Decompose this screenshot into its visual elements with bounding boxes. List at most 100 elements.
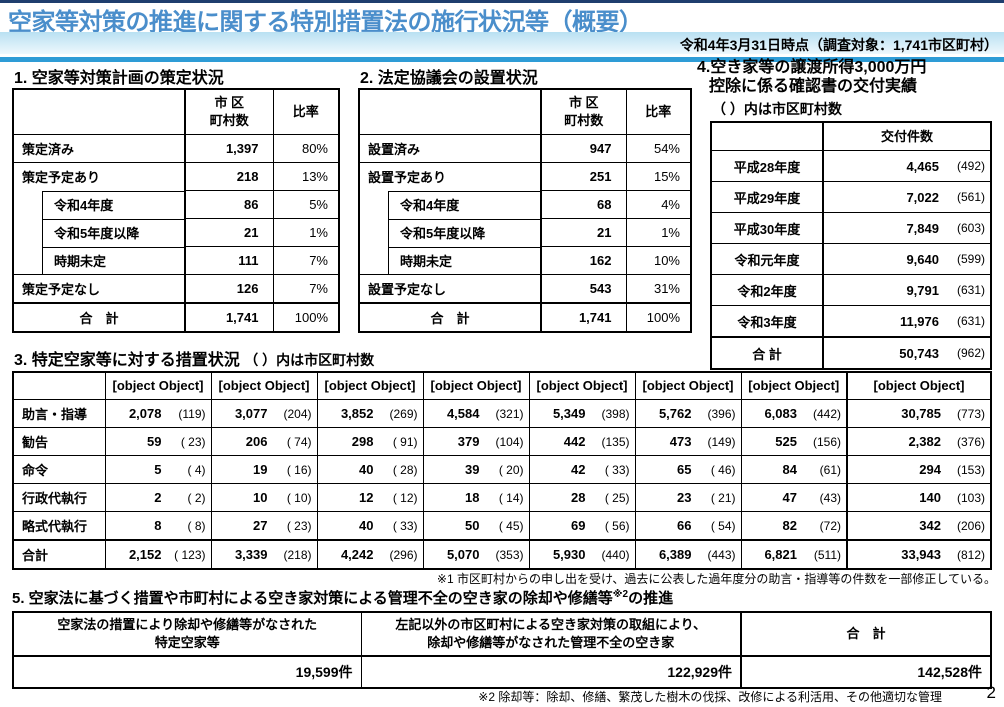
section5-heading: 5. 空家法に基づく措置や市町村による空き家対策による管理不全の空き家の除却や修… bbox=[12, 587, 673, 608]
municipality-paren: ( 23) bbox=[286, 518, 312, 533]
table-row: 令和元年度 9,640 (599) bbox=[711, 243, 991, 275]
value-cell: 27 ( 23) bbox=[210, 511, 317, 540]
value-cell: 140 (103) bbox=[846, 483, 991, 512]
municipality-paren: ( 123) bbox=[174, 547, 206, 562]
measure-count: 33,943 bbox=[901, 547, 941, 562]
municipality-paren: ( 25) bbox=[604, 490, 630, 505]
value-pair: 47 (43) bbox=[742, 490, 846, 505]
table-row: 平成28年度 4,465 (492) bbox=[711, 150, 991, 182]
measure-count: 19 bbox=[253, 462, 268, 477]
row-label: 令和5年度以降 bbox=[359, 218, 541, 247]
table-row: 助言・指導 2,078 (119) 3,077 (204) bbox=[13, 399, 991, 428]
measure-count: 82 bbox=[782, 518, 797, 533]
year-col-header: [object Object] bbox=[104, 372, 211, 400]
municipality-count: 21 bbox=[540, 218, 626, 247]
municipality-count: 1,741 bbox=[184, 302, 273, 332]
municipality-paren: (72) bbox=[819, 518, 841, 533]
value-cell: 19 ( 16) bbox=[210, 455, 317, 484]
table-row: 設置済み 947 54% bbox=[359, 134, 691, 163]
issuance-count-col-header: 交付件数 bbox=[822, 122, 991, 151]
page-number: 2 bbox=[986, 683, 996, 702]
value-pair: 9,640 (599) bbox=[825, 252, 990, 267]
municipality-paren: (156) bbox=[812, 434, 841, 449]
removal-repair-body: 19,599件 122,929件 142,528件 bbox=[13, 655, 991, 688]
value-pair: 84 (61) bbox=[742, 462, 846, 477]
value-pair: 525 (156) bbox=[742, 434, 846, 449]
measure-count: 6,083 bbox=[764, 406, 797, 421]
value-cell: 47 (43) bbox=[740, 483, 847, 512]
measures-table: [object Object] [object Object] [object … bbox=[12, 371, 992, 570]
measure-count: 84 bbox=[782, 462, 797, 477]
row-label: 設置予定あり bbox=[359, 162, 541, 191]
ratio-col-header: 比率 bbox=[272, 89, 339, 135]
value-cell: 298 ( 91) bbox=[316, 427, 423, 456]
measure-count: 2,382 bbox=[908, 434, 941, 449]
value-cell: 33,943 (812) bbox=[846, 539, 991, 569]
year-col-header: [object Object] bbox=[846, 372, 991, 400]
plan-status-body: 策定済み 1,397 80% 策定予定あり 218 13% 令和4年度 86 5… bbox=[13, 134, 339, 332]
empty-header-cell bbox=[13, 372, 105, 400]
section5-heading-sup: ※2 bbox=[612, 589, 629, 600]
section3-heading-text: 3. 特定空家等に対する措置状況 bbox=[14, 352, 240, 369]
value-pair: 5,930 (440) bbox=[530, 547, 635, 562]
value-cell: 4,584 (321) bbox=[422, 399, 529, 428]
table-row: 令和3年度 11,976 (631) bbox=[711, 305, 991, 337]
municipalities-col-header: 市 区 町村数 bbox=[540, 89, 626, 135]
municipality-paren: (631) bbox=[956, 314, 985, 328]
value-pair: 9,791 (631) bbox=[825, 283, 990, 298]
municipality-paren: (443) bbox=[707, 547, 736, 562]
value-pair: 2,152 ( 123) bbox=[106, 547, 211, 562]
value-cell: 525 (156) bbox=[740, 427, 847, 456]
value-pair: 65 ( 46) bbox=[636, 462, 741, 477]
value-pair: 19 ( 16) bbox=[212, 462, 317, 477]
municipality-paren: ( 2) bbox=[187, 490, 206, 505]
measure-label: 合計 bbox=[13, 539, 105, 569]
measures-table-body: 助言・指導 2,078 (119) 3,077 (204) bbox=[13, 399, 991, 569]
measure-count: 4,584 bbox=[446, 406, 480, 421]
ratio-value: 5% bbox=[272, 190, 339, 219]
value-cell: 30,785 (773) bbox=[846, 399, 991, 428]
municipality-count: 947 bbox=[540, 134, 626, 163]
header-row: 交付件数 bbox=[711, 122, 991, 151]
value-cell: 4,242 (296) bbox=[316, 539, 423, 569]
municipality-paren: ( 46) bbox=[710, 462, 736, 477]
ratio-value: 13% bbox=[272, 162, 339, 191]
section2-heading: 2. 法定協議会の設置状況 bbox=[360, 70, 538, 87]
year-col-header: [object Object] bbox=[316, 372, 423, 400]
value-cell: 2 ( 2) bbox=[104, 483, 211, 512]
value-cell: 65 ( 46) bbox=[634, 455, 741, 484]
value-pair: 7,022 (561) bbox=[825, 190, 990, 205]
measure-label: 命令 bbox=[13, 455, 105, 484]
value-pair: 342 (206) bbox=[849, 518, 990, 533]
municipality-paren: (104) bbox=[495, 434, 524, 449]
row-label: 策定予定なし bbox=[13, 274, 185, 303]
municipality-count: 162 bbox=[540, 246, 626, 275]
table-row: 時期未定 111 7% bbox=[13, 246, 339, 275]
value-pair: 4,465 (492) bbox=[825, 159, 990, 174]
fiscal-year-label: 令和3年度 bbox=[711, 305, 823, 337]
municipality-paren: (631) bbox=[956, 283, 985, 297]
other-vacant-houses-col-header: 左記以外の市区町村による空き家対策の取組により、 除却や修繕等がなされた管理不全… bbox=[360, 612, 741, 656]
fiscal-year-label: 令和元年度 bbox=[711, 243, 823, 275]
value-pair: 5,762 (396) bbox=[636, 406, 741, 421]
ratio-col-header: 比率 bbox=[625, 89, 691, 135]
issuance-count: 50,743 bbox=[899, 345, 939, 361]
table-row: 勧告 59 ( 23) 206 ( 74) bbox=[13, 427, 991, 456]
measure-count: 298 bbox=[351, 434, 374, 449]
certificate-issuance-table: 交付件数 平成28年度 4,465 (492) 平成29年度 7,022 bbox=[710, 121, 992, 370]
municipality-count: 126 bbox=[184, 274, 273, 303]
value-pair: 23 ( 21) bbox=[636, 490, 741, 505]
municipality-paren: (296) bbox=[389, 547, 418, 562]
value-pair: 298 ( 91) bbox=[318, 434, 423, 449]
municipality-paren: (153) bbox=[956, 462, 985, 477]
municipality-paren: ( 23) bbox=[180, 434, 206, 449]
value-pair: 18 ( 14) bbox=[424, 490, 529, 505]
value-pair: 6,821 (511) bbox=[742, 547, 846, 562]
table-row: 平成29年度 7,022 (561) bbox=[711, 181, 991, 213]
municipality-count: 218 bbox=[184, 162, 273, 191]
row-label: 時期未定 bbox=[359, 246, 541, 275]
municipality-count: 543 bbox=[540, 274, 626, 303]
municipality-count: 86 bbox=[184, 190, 273, 219]
value-cell: 206 ( 74) bbox=[210, 427, 317, 456]
municipality-paren: (103) bbox=[956, 490, 985, 505]
